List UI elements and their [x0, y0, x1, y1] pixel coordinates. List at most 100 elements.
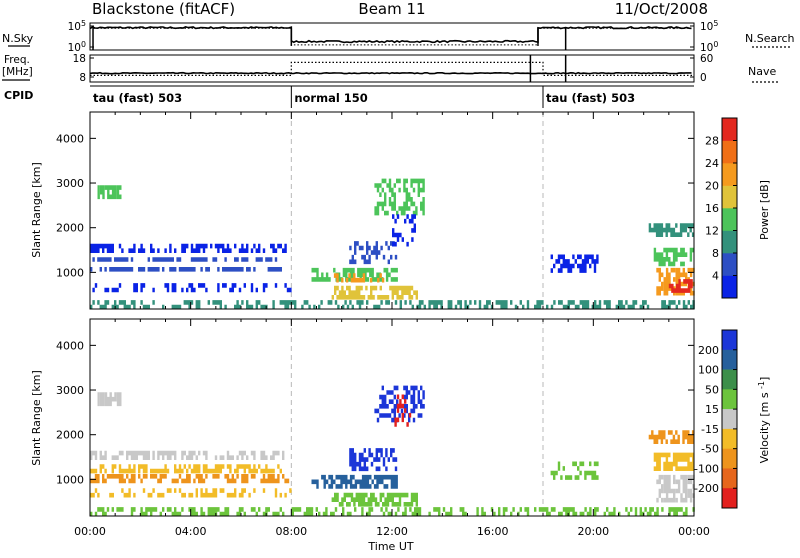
velocity-echo-region-2	[90, 464, 282, 474]
power-echo-region-0	[97, 185, 122, 200]
power-echo-cells-10	[374, 178, 425, 216]
power-echo-region-9	[349, 241, 398, 265]
cpid-segment-2: tau (fast) 503	[546, 91, 635, 105]
power-echo-cells-15	[656, 267, 695, 296]
cpid-segment-1: normal 150	[294, 91, 367, 105]
freq-label-1: Freq.	[4, 54, 30, 66]
power-ytick-3: 4000	[56, 132, 84, 145]
power-colorbar-tick-0: 4	[712, 270, 719, 283]
velocity-echo-cells-14	[656, 474, 695, 503]
velocity-colorbar-tick-1: 100	[698, 364, 719, 377]
top-panel-lines	[89, 22, 695, 83]
power-ytick-2: 3000	[56, 177, 84, 190]
cpid-label: CPID	[4, 89, 33, 102]
power-colorbar-tick-3: 16	[705, 202, 719, 215]
power-echo-region-14	[653, 247, 695, 267]
velocity-ytick-0: 1000	[56, 473, 84, 486]
power-panel: 1000 2000 3000 4000	[56, 111, 695, 310]
velocity-echo-cells-1	[90, 450, 285, 460]
nave-label: Nave	[748, 65, 776, 78]
time-axis: 00:00 04:00 08:00 12:00 16:00 20:00 00:00	[74, 525, 710, 538]
power-echo-cells-1	[90, 243, 287, 253]
velocity-colorbar-swatch-8	[722, 488, 737, 509]
power-echo-cells-14	[653, 247, 695, 267]
velocity-echo-region-6	[311, 474, 398, 489]
velocity-ytick-3: 4000	[56, 339, 84, 352]
power-echo-cells-6	[311, 267, 398, 282]
velocity-echo-cells-0	[97, 392, 122, 407]
nsearch-label: N.Search	[745, 32, 795, 45]
power-echo-cells-16	[668, 279, 693, 293]
velocity-echo-cells-2	[90, 464, 282, 474]
velocity-echo-region-11	[550, 461, 599, 480]
power-colorbar-swatch-5	[722, 163, 737, 186]
nave-line	[90, 61, 694, 77]
power-ytick-1: 2000	[56, 222, 84, 235]
power-echo-cells-12	[550, 254, 599, 273]
power-echo-region-11	[392, 214, 416, 247]
velocity-echo-cells-8	[349, 448, 398, 472]
freq-label-2: [MHz]	[2, 66, 33, 78]
velocity-echo-cells-3	[90, 474, 290, 484]
velocity-echo-cells-11	[550, 461, 599, 480]
velocity-echo-region-14	[656, 474, 695, 503]
power-echo-cells-11	[392, 214, 416, 247]
power-echo-region-1	[90, 243, 287, 253]
velocity-colorbar-swatch-1	[722, 349, 737, 370]
power-echo-cells-8	[331, 285, 418, 300]
power-colorbar-swatch-3	[722, 208, 737, 231]
x-tick-0: 00:00	[74, 525, 106, 538]
velocity-colorbar-tick-4: -15	[701, 423, 719, 436]
velocity-echo-region-8	[349, 448, 398, 472]
power-echo-region-2	[92, 257, 278, 262]
velocity-colorbar-tick-7: -200	[694, 482, 719, 495]
velocity-colorbar-label: Velocity [m s -1]	[757, 377, 771, 464]
x-tick-2: 08:00	[275, 525, 307, 538]
velocity-colorbar-tick-0: 200	[698, 344, 719, 357]
power-echo-cells-2	[92, 257, 278, 262]
power-colorbar-swatch-4	[722, 185, 737, 209]
velocity-colorbar-label-text: Velocity [m s	[758, 392, 771, 463]
x-tick-5: 20:00	[577, 525, 609, 538]
power-echo-region-6	[311, 267, 398, 282]
velocity-echo-region-5	[90, 507, 695, 517]
velocity-echo-region-0	[97, 392, 122, 407]
nsky-panel-frame	[89, 22, 695, 51]
velocity-echo-region-12	[648, 430, 695, 444]
power-echo-cells-13	[648, 223, 695, 237]
x-tick-6: 00:00	[678, 525, 710, 538]
velocity-colorbar-swatch-3	[722, 389, 737, 410]
freq-panel-frame	[89, 54, 695, 83]
power-echo-region-7	[333, 273, 385, 283]
nsky-label: N.Sky	[2, 32, 34, 45]
velocity-colorbar-tick-3: 15	[705, 403, 719, 416]
velocity-ytick-2: 3000	[56, 384, 84, 397]
power-colorbar-label: Power [dB]	[758, 180, 771, 240]
velocity-echo-region-7	[331, 492, 418, 507]
freq-line	[89, 71, 692, 75]
power-colorbar-tick-5: 24	[705, 157, 719, 170]
power-echo-region-12	[550, 254, 599, 273]
velocity-echo-region-10	[394, 394, 412, 427]
freq-tick-0: 18	[73, 53, 86, 65]
velocity-echo-region-13	[653, 452, 695, 471]
velocity-colorbar-tick-2: 50	[705, 383, 719, 396]
nsearch-line	[90, 27, 692, 46]
velocity-colorbar-swatch-0	[722, 330, 737, 351]
nsky-tick-left-0: 105	[68, 19, 86, 33]
velocity-colorbar-swatch-4	[722, 409, 737, 430]
power-echo-region-16	[668, 279, 693, 293]
power-colorbar-swatch-6	[722, 140, 737, 164]
x-tick-3: 12:00	[376, 525, 408, 538]
velocity-ylabel: Slant Range [km]	[30, 370, 43, 466]
velocity-echo-region-4	[90, 488, 292, 498]
nsky-tick-left-1: 100	[68, 40, 86, 54]
velocity-echo-region-1	[90, 450, 285, 460]
power-colorbar-tick-4: 20	[705, 180, 719, 193]
power-ytick-0: 1000	[56, 266, 84, 279]
velocity-colorbar-swatch-2	[722, 369, 737, 390]
velocity-echo-cells-10	[394, 394, 412, 427]
velocity-colorbar-tick-6: -100	[694, 462, 719, 475]
